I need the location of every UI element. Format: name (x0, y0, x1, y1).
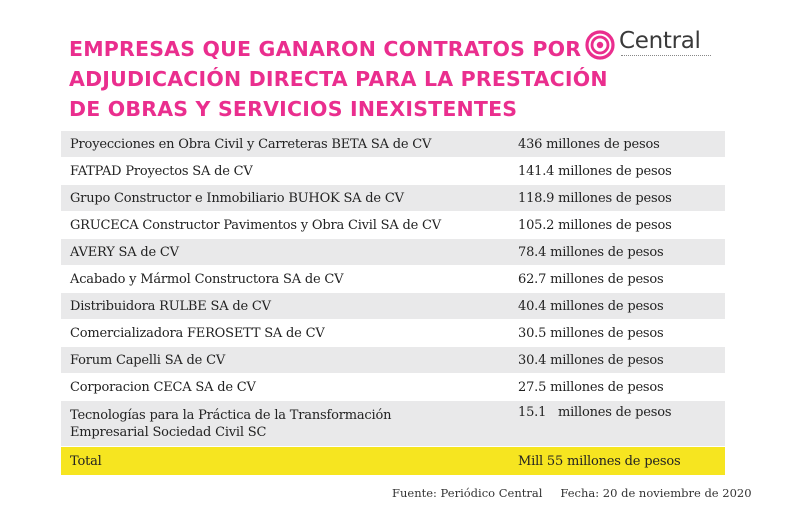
title-line: ADJUDICACIÓN DIRECTA PARA LA PRESTACIÓN (69, 67, 608, 91)
company-cell: Tecnologías para la Práctica de la Trans… (61, 400, 510, 447)
table-row: Proyecciones en Obra Civil y Carreteras … (61, 131, 725, 158)
company-cell: AVERY SA de CV (61, 238, 510, 266)
amount-cell: 141.4 millones de pesos (510, 157, 725, 185)
table-row: FATPAD Proyectos SA de CV 141.4 millones… (61, 157, 725, 185)
amount-cell: 30.5 millones de pesos (510, 319, 725, 347)
company-cell: Comercializadora FEROSETT SA de CV (61, 319, 510, 347)
central-logo: Central (585, 28, 725, 64)
company-line: Tecnologías para la Práctica de la Trans… (70, 407, 392, 423)
table-row: Corporacion CECA SA de CV 27.5 millones … (61, 373, 725, 401)
company-cell: Acabado y Mármol Constructora SA de CV (61, 265, 510, 293)
table-row: GRUCECA Constructor Pavimentos y Obra Ci… (61, 211, 725, 239)
amount-cell: 15.1 millones de pesos (510, 400, 725, 447)
table-row: Distribuidora RULBE SA de CV 40.4 millon… (61, 292, 725, 320)
amount-cell: 436 millones de pesos (510, 131, 725, 158)
table-row: Tecnologías para la Práctica de la Trans… (61, 400, 725, 447)
source-credit: Fuente: Periódico Central (392, 486, 543, 500)
company-cell: Corporacion CECA SA de CV (61, 373, 510, 401)
amount-cell: 118.9 millones de pesos (510, 184, 725, 212)
page-title: EMPRESAS QUE GANARON CONTRATOS POR ADJUD… (69, 34, 608, 124)
amount-cell: 40.4 millones de pesos (510, 292, 725, 320)
contracts-table: Proyecciones en Obra Civil y Carreteras … (61, 131, 725, 475)
amount-cell: 105.2 millones de pesos (510, 211, 725, 239)
total-row: Total Mill 55 millones de pesos (61, 446, 725, 475)
table-row: AVERY SA de CV 78.4 millones de pesos (61, 238, 725, 266)
table-row: Grupo Constructor e Inmobiliario BUHOK S… (61, 184, 725, 212)
company-cell: Grupo Constructor e Inmobiliario BUHOK S… (61, 184, 510, 212)
company-cell: FATPAD Proyectos SA de CV (61, 157, 510, 185)
date-credit: Fecha: 20 de noviembre de 2020 (560, 486, 752, 500)
logo-underline (621, 55, 711, 58)
total-amount: Mill 55 millones de pesos (510, 446, 725, 475)
company-cell: Distribuidora RULBE SA de CV (61, 292, 510, 320)
amount-cell: 62.7 millones de pesos (510, 265, 725, 293)
amount-cell: 78.4 millones de pesos (510, 238, 725, 266)
title-line: EMPRESAS QUE GANARON CONTRATOS POR (69, 37, 582, 61)
company-cell: Proyecciones en Obra Civil y Carreteras … (61, 131, 510, 158)
title-line: DE OBRAS Y SERVICIOS INEXISTENTES (69, 97, 518, 121)
spiral-logo-icon (585, 30, 615, 60)
company-cell: Forum Capelli SA de CV (61, 346, 510, 374)
table-row: Forum Capelli SA de CV 30.4 millones de … (61, 346, 725, 374)
logo-wordmark: Central (619, 28, 701, 54)
amount-cell: 27.5 millones de pesos (510, 373, 725, 401)
company-line: Empresarial Sociedad Civil SC (70, 424, 267, 440)
table-row: Comercializadora FEROSETT SA de CV 30.5 … (61, 319, 725, 347)
table-row: Acabado y Mármol Constructora SA de CV 6… (61, 265, 725, 293)
total-label: Total (61, 446, 510, 475)
amount-cell: 30.4 millones de pesos (510, 346, 725, 374)
footer-credits: Fuente: Periódico Central Fecha: 20 de no… (392, 486, 752, 500)
company-cell: GRUCECA Constructor Pavimentos y Obra Ci… (61, 211, 510, 239)
